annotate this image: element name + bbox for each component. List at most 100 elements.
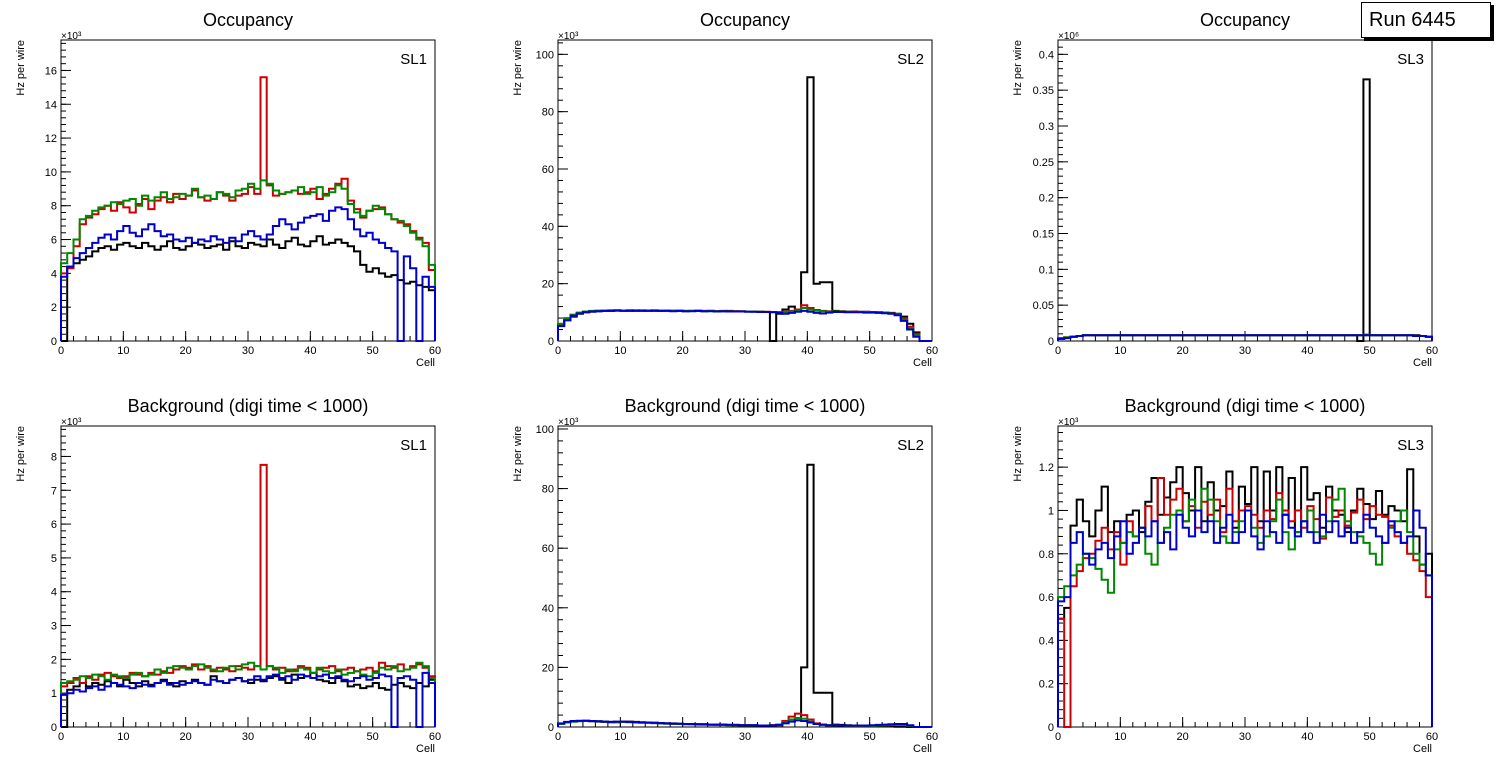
histogram-series-black (61, 235, 436, 342)
y-tick-label: 2 (51, 302, 57, 314)
y-tick-label: 0.05 (1033, 300, 1054, 312)
y-tick-label: 14 (45, 99, 57, 111)
axis-multiplier: ×10³ (1058, 417, 1079, 428)
x-tick-label: 60 (1426, 731, 1438, 743)
plot-frame (557, 425, 933, 728)
y-tick-label: 1 (1048, 505, 1054, 517)
y-axis-title: Hz per wire (15, 40, 27, 96)
y-tick-label: 60 (542, 543, 554, 555)
x-tick-label: 40 (801, 731, 813, 743)
superlayer-label: SL3 (1397, 51, 1424, 68)
histogram-series-green (60, 179, 436, 341)
x-tick-label: 60 (926, 345, 938, 357)
x-tick-label: 30 (739, 731, 751, 743)
histogram-series-black (557, 76, 932, 342)
histogram-series-blue (557, 719, 932, 728)
axis-multiplier: ×10³ (558, 417, 579, 428)
y-tick-label: 80 (542, 484, 554, 496)
x-tick-label: 30 (242, 731, 254, 743)
x-tick-label: 30 (739, 345, 751, 357)
y-tick-label: 60 (542, 164, 554, 176)
panel-title: Occupancy (203, 10, 293, 30)
y-axis-title: Hz per wire (512, 40, 524, 96)
y-tick-label: 0.1 (1039, 264, 1054, 276)
y-axis-title: Hz per wire (512, 426, 524, 482)
x-tick-label: 40 (1301, 731, 1313, 743)
superlayer-label: SL1 (400, 51, 427, 68)
x-tick-label: 40 (304, 345, 316, 357)
run-number-box: Run 6445 (1361, 2, 1491, 38)
y-tick-label: 0.6 (1039, 592, 1054, 604)
axis-multiplier: ×10³ (558, 31, 579, 42)
histogram-series-black (61, 671, 436, 728)
x-tick-label: 50 (864, 345, 876, 357)
x-tick-label: 0 (555, 731, 561, 743)
y-tick-label: 0.2 (1039, 679, 1054, 691)
x-axis-title: Cell (416, 357, 435, 369)
x-tick-label: 40 (801, 345, 813, 357)
x-tick-label: 20 (180, 731, 192, 743)
histogram-panel-5: Background (digi time < 1000) 0 20 40 60 80 10… (512, 396, 938, 755)
x-tick-label: 10 (1114, 345, 1126, 357)
x-tick-label: 10 (117, 345, 129, 357)
histogram-series-blue (1057, 509, 1433, 727)
x-tick-label: 0 (1055, 731, 1061, 743)
x-axis-title: Cell (1413, 743, 1432, 755)
x-tick-label: 10 (117, 731, 129, 743)
histogram-series-green (60, 661, 436, 727)
x-tick-label: 50 (367, 731, 379, 743)
y-tick-label: 20 (542, 662, 554, 674)
y-tick-label: 0.25 (1033, 157, 1054, 169)
y-tick-label: 0.3 (1039, 121, 1054, 133)
y-tick-label: 3 (51, 621, 57, 633)
y-tick-label: 7 (51, 485, 57, 497)
y-tick-label: 0.2 (1039, 193, 1054, 205)
y-tick-label: 1 (51, 688, 57, 700)
panel-title: Background (digi time < 1000) (625, 396, 866, 416)
x-tick-label: 30 (242, 345, 254, 357)
y-tick-label: 4 (51, 268, 57, 280)
panel-title: Occupancy (700, 10, 790, 30)
y-tick-label: 12 (45, 133, 57, 145)
run-number-label: Run 6445 (1369, 9, 1456, 31)
x-tick-label: 0 (58, 731, 64, 743)
y-tick-label: 20 (542, 279, 554, 291)
y-axis-title: Hz per wire (15, 426, 27, 482)
histogram-series-blue (557, 309, 932, 342)
histogram-series-black (557, 463, 932, 728)
y-tick-label: 0 (1048, 336, 1054, 348)
x-tick-label: 0 (555, 345, 561, 357)
y-tick-label: 10 (45, 167, 57, 179)
x-tick-label: 40 (304, 731, 316, 743)
panel-title: Occupancy (1200, 10, 1290, 30)
x-tick-label: 60 (429, 731, 441, 743)
axis-multiplier: ×10⁶ (1058, 31, 1079, 42)
histogram-panel-6: Background (digi time < 1000) 0 0.2 0.4 0.6 0… (1012, 396, 1438, 755)
x-tick-label: 50 (367, 345, 379, 357)
y-tick-label: 0.8 (1039, 549, 1054, 561)
x-tick-label: 50 (1364, 345, 1376, 357)
superlayer-label: SL2 (897, 437, 924, 454)
x-tick-label: 10 (614, 731, 626, 743)
plot-frame (1057, 39, 1433, 342)
histogram-series-blue (60, 671, 436, 728)
y-tick-label: 100 (536, 424, 554, 436)
histogram-series-blue (1057, 334, 1433, 341)
y-tick-label: 0.15 (1033, 229, 1054, 241)
histogram-panel-4: Background (digi time < 1000) 0 1 2 3 4 5 6 7 8 0 1… (15, 396, 441, 755)
superlayer-label: SL1 (400, 437, 427, 454)
x-axis-title: Cell (913, 743, 932, 755)
x-tick-label: 60 (926, 731, 938, 743)
y-tick-label: 0.4 (1039, 635, 1054, 647)
superlayer-label: SL3 (1397, 437, 1424, 454)
y-tick-label: 0.35 (1033, 85, 1054, 97)
x-tick-label: 20 (677, 345, 689, 357)
histogram-series-black (1057, 78, 1433, 342)
y-tick-label: 0 (51, 722, 57, 734)
y-tick-label: 0 (51, 336, 57, 348)
x-tick-label: 0 (1055, 345, 1061, 357)
y-tick-label: 100 (536, 49, 554, 61)
y-axis-title: Hz per wire (1012, 426, 1024, 482)
y-tick-label: 6 (51, 519, 57, 531)
